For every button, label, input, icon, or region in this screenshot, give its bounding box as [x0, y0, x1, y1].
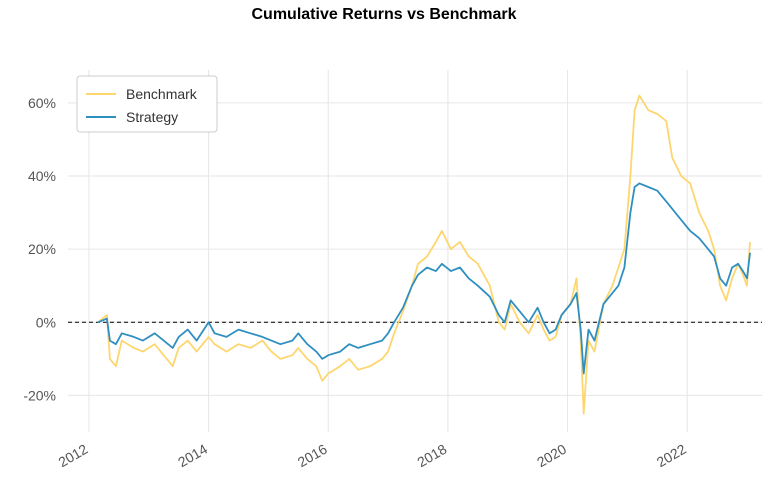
legend: Benchmark Strategy: [76, 75, 218, 133]
x-tick-label: 2020: [534, 441, 569, 471]
y-gridlines: [68, 102, 762, 396]
y-tick-label: 0%: [36, 314, 56, 330]
x-tick-label: 2018: [414, 441, 449, 471]
legend-label-benchmark: Benchmark: [126, 86, 198, 102]
y-tick-label: -20%: [23, 387, 56, 403]
y-tick-label: 40%: [28, 168, 56, 184]
series-layer: [97, 94, 751, 415]
y-axis-ticks: 60% 40% 20% 0% -20%: [23, 95, 56, 404]
x-axis-ticks: 2012 2014 2016 2018 2020 2022: [55, 441, 688, 471]
x-tick-label: 2014: [175, 441, 210, 471]
y-tick-label: 60%: [28, 95, 56, 111]
series-line-benchmark: [97, 94, 751, 415]
x-gridlines: [88, 70, 688, 432]
x-tick-label: 2016: [295, 441, 330, 471]
series-line-strategy: [97, 182, 751, 375]
x-tick-label: 2012: [55, 441, 90, 471]
y-tick-label: 20%: [28, 241, 56, 257]
legend-label-strategy: Strategy: [126, 109, 178, 125]
chart-title: Cumulative Returns vs Benchmark: [251, 6, 517, 23]
x-tick-label: 2022: [654, 441, 689, 471]
